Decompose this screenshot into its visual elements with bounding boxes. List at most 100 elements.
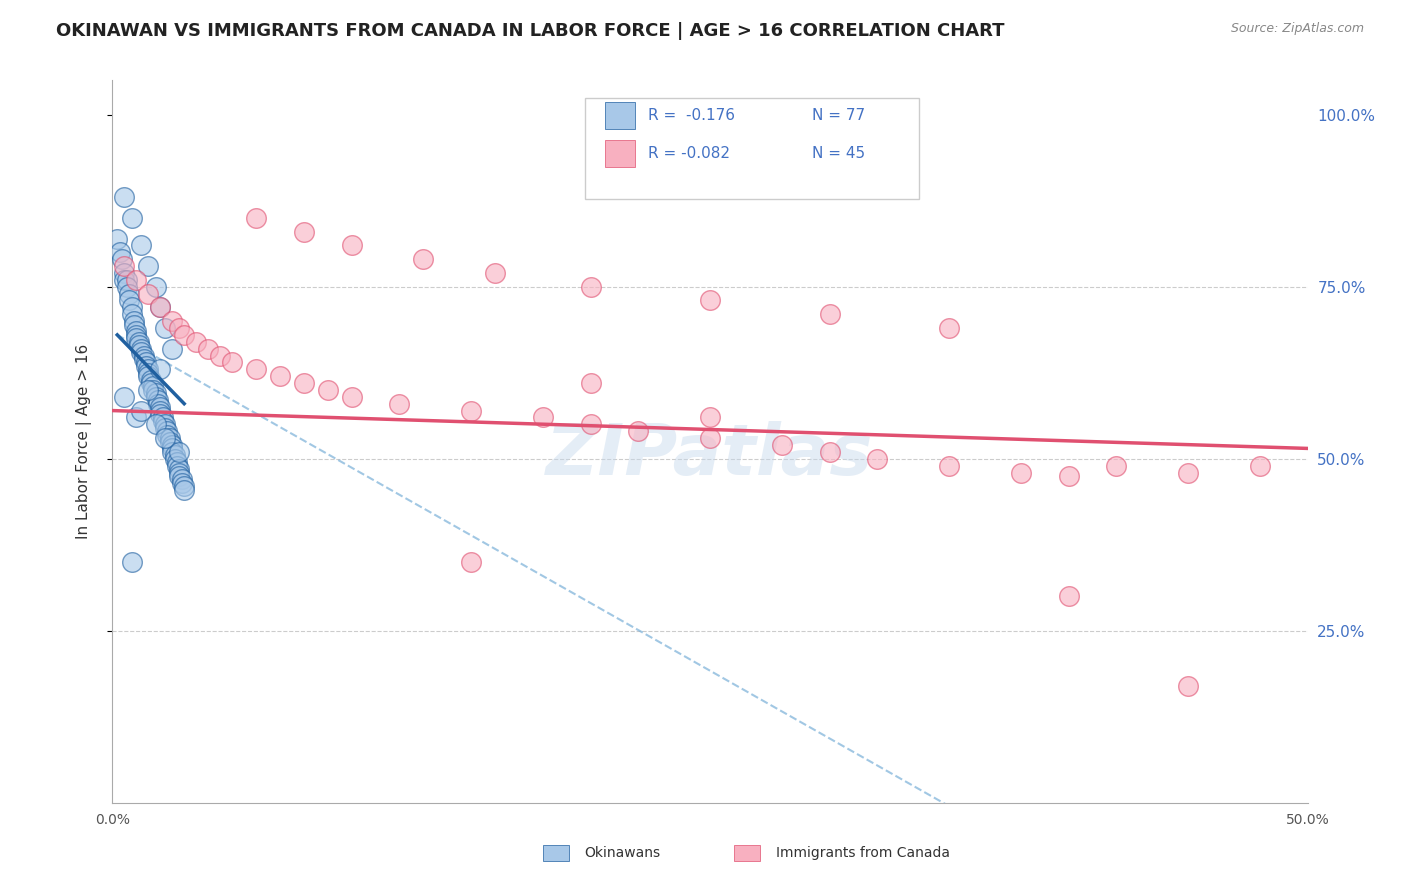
- Point: [125, 410, 148, 425]
- Point: [627, 424, 650, 438]
- FancyBboxPatch shape: [585, 98, 920, 200]
- Point: [108, 245, 131, 260]
- Text: OKINAWAN VS IMMIGRANTS FROM CANADA IN LABOR FORCE | AGE > 16 CORRELATION CHART: OKINAWAN VS IMMIGRANTS FROM CANADA IN LA…: [56, 22, 1005, 40]
- Point: [340, 238, 363, 252]
- Point: [221, 355, 243, 369]
- Point: [579, 279, 602, 293]
- Bar: [543, 845, 569, 861]
- Point: [138, 286, 160, 301]
- Point: [125, 325, 148, 339]
- Point: [186, 334, 208, 349]
- Point: [1105, 458, 1128, 473]
- Point: [166, 458, 188, 473]
- Point: [129, 345, 152, 359]
- Point: [162, 314, 183, 328]
- Text: N = 77: N = 77: [811, 108, 865, 123]
- Point: [121, 301, 143, 315]
- Point: [132, 349, 155, 363]
- Point: [135, 359, 157, 373]
- Point: [699, 431, 721, 445]
- Point: [114, 390, 135, 404]
- Point: [125, 327, 148, 342]
- Point: [149, 301, 172, 315]
- Point: [173, 479, 195, 493]
- Point: [142, 379, 165, 393]
- Point: [125, 273, 148, 287]
- Point: [245, 211, 267, 225]
- Point: [142, 383, 165, 397]
- Point: [531, 410, 554, 425]
- Bar: [734, 845, 761, 861]
- Bar: [605, 102, 634, 129]
- Point: [118, 286, 141, 301]
- Point: [292, 376, 315, 390]
- Point: [1057, 469, 1080, 483]
- Point: [162, 445, 183, 459]
- Text: Immigrants from Canada: Immigrants from Canada: [776, 846, 950, 860]
- Point: [153, 421, 176, 435]
- Point: [145, 279, 167, 293]
- Point: [209, 349, 232, 363]
- Point: [145, 417, 167, 432]
- Point: [122, 318, 145, 332]
- Y-axis label: In Labor Force | Age > 16: In Labor Force | Age > 16: [76, 344, 91, 539]
- Point: [770, 438, 793, 452]
- Text: R = -0.082: R = -0.082: [648, 145, 730, 161]
- Point: [121, 555, 143, 569]
- Point: [169, 445, 191, 459]
- Point: [699, 293, 721, 308]
- Point: [579, 376, 602, 390]
- Point: [1249, 458, 1271, 473]
- Point: [114, 259, 135, 273]
- Point: [128, 338, 150, 352]
- Point: [105, 231, 128, 245]
- Point: [121, 307, 143, 321]
- Point: [173, 327, 195, 342]
- Point: [149, 400, 172, 414]
- Point: [170, 475, 193, 490]
- Point: [153, 321, 176, 335]
- Text: Source: ZipAtlas.com: Source: ZipAtlas.com: [1230, 22, 1364, 36]
- Point: [128, 334, 150, 349]
- Point: [1010, 466, 1032, 480]
- Point: [163, 448, 186, 462]
- Point: [162, 442, 183, 456]
- Point: [152, 414, 174, 428]
- Point: [125, 331, 148, 345]
- Point: [579, 417, 602, 432]
- Point: [818, 307, 841, 321]
- Point: [149, 407, 172, 421]
- Point: [145, 386, 167, 401]
- Point: [111, 252, 134, 267]
- Point: [114, 266, 135, 280]
- Point: [169, 462, 191, 476]
- Point: [129, 403, 152, 417]
- Point: [818, 445, 841, 459]
- Point: [938, 321, 960, 335]
- Text: N = 45: N = 45: [811, 145, 865, 161]
- Point: [139, 373, 162, 387]
- Point: [169, 321, 191, 335]
- Point: [166, 455, 188, 469]
- Point: [484, 266, 506, 280]
- Point: [114, 190, 135, 204]
- Point: [1177, 466, 1199, 480]
- Point: [388, 397, 411, 411]
- Point: [173, 483, 195, 497]
- Text: ZIPatlas: ZIPatlas: [547, 422, 873, 491]
- Point: [153, 417, 176, 432]
- Point: [149, 403, 172, 417]
- Point: [132, 351, 155, 366]
- Point: [245, 362, 267, 376]
- Point: [138, 362, 160, 376]
- Point: [135, 355, 157, 369]
- Point: [412, 252, 434, 267]
- Point: [1057, 590, 1080, 604]
- Point: [460, 403, 482, 417]
- Point: [699, 410, 721, 425]
- Point: [146, 397, 169, 411]
- Point: [129, 342, 152, 356]
- Point: [170, 472, 193, 486]
- Point: [159, 431, 181, 445]
- Point: [114, 273, 135, 287]
